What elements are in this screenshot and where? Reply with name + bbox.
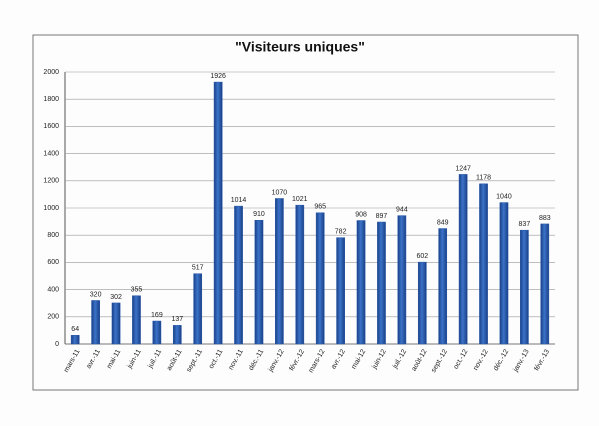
y-tick-label: 1400 xyxy=(43,150,59,157)
data-label: 1070 xyxy=(272,189,288,196)
data-label: 1926 xyxy=(210,73,226,80)
bar xyxy=(397,215,407,345)
bar xyxy=(152,320,162,345)
bar xyxy=(540,223,550,345)
y-tick-label: 1200 xyxy=(43,178,59,185)
data-label: 64 xyxy=(71,326,79,333)
data-label: 320 xyxy=(90,291,102,298)
bar xyxy=(417,261,427,345)
data-label: 965 xyxy=(314,204,326,211)
data-label: 910 xyxy=(253,211,265,218)
data-label: 1178 xyxy=(476,175,491,182)
bar xyxy=(213,81,223,345)
data-label: 1014 xyxy=(231,197,247,204)
data-label: 849 xyxy=(437,219,449,226)
bar xyxy=(520,229,529,345)
data-label: 944 xyxy=(396,206,408,213)
bar xyxy=(275,198,284,345)
data-label: 782 xyxy=(335,228,347,235)
chart-border xyxy=(32,34,579,391)
data-label: 837 xyxy=(519,221,531,228)
bar xyxy=(295,204,305,345)
bar xyxy=(499,202,509,345)
bar xyxy=(458,174,468,345)
bar xyxy=(438,228,448,345)
data-label: 517 xyxy=(192,265,204,272)
bar xyxy=(193,273,203,345)
y-tick-label: 0 xyxy=(55,341,59,348)
chart-title: "Visiteurs uniques" xyxy=(235,39,365,55)
data-label: 908 xyxy=(355,211,367,218)
bar xyxy=(91,300,100,345)
data-label: 169 xyxy=(151,312,163,319)
bar xyxy=(172,325,182,345)
y-tick-label: 1600 xyxy=(43,123,59,130)
bar xyxy=(356,220,366,345)
data-label: 897 xyxy=(376,213,388,220)
y-tick-label: 800 xyxy=(47,232,59,239)
bar xyxy=(70,335,80,345)
bar xyxy=(132,295,141,345)
bar xyxy=(336,237,345,345)
data-label: 1021 xyxy=(292,196,308,203)
y-tick-label: 200 xyxy=(47,314,59,321)
y-tick-label: 2000 xyxy=(43,69,59,76)
y-tick-label: 400 xyxy=(47,286,59,293)
data-label: 602 xyxy=(416,253,428,260)
bar xyxy=(377,221,386,345)
y-tick-label: 600 xyxy=(47,259,59,266)
y-tick-label: 1800 xyxy=(43,96,59,103)
data-label: 355 xyxy=(131,287,143,294)
y-tick-label: 1000 xyxy=(43,205,59,212)
bar xyxy=(315,212,325,345)
data-label: 1040 xyxy=(496,193,512,200)
bar xyxy=(479,183,488,345)
data-label: 1247 xyxy=(455,165,471,172)
data-label: 302 xyxy=(110,294,122,301)
bar xyxy=(111,302,121,345)
data-label: 137 xyxy=(171,316,183,323)
bar xyxy=(234,205,243,345)
bar xyxy=(254,219,264,345)
data-label: 883 xyxy=(539,215,551,222)
